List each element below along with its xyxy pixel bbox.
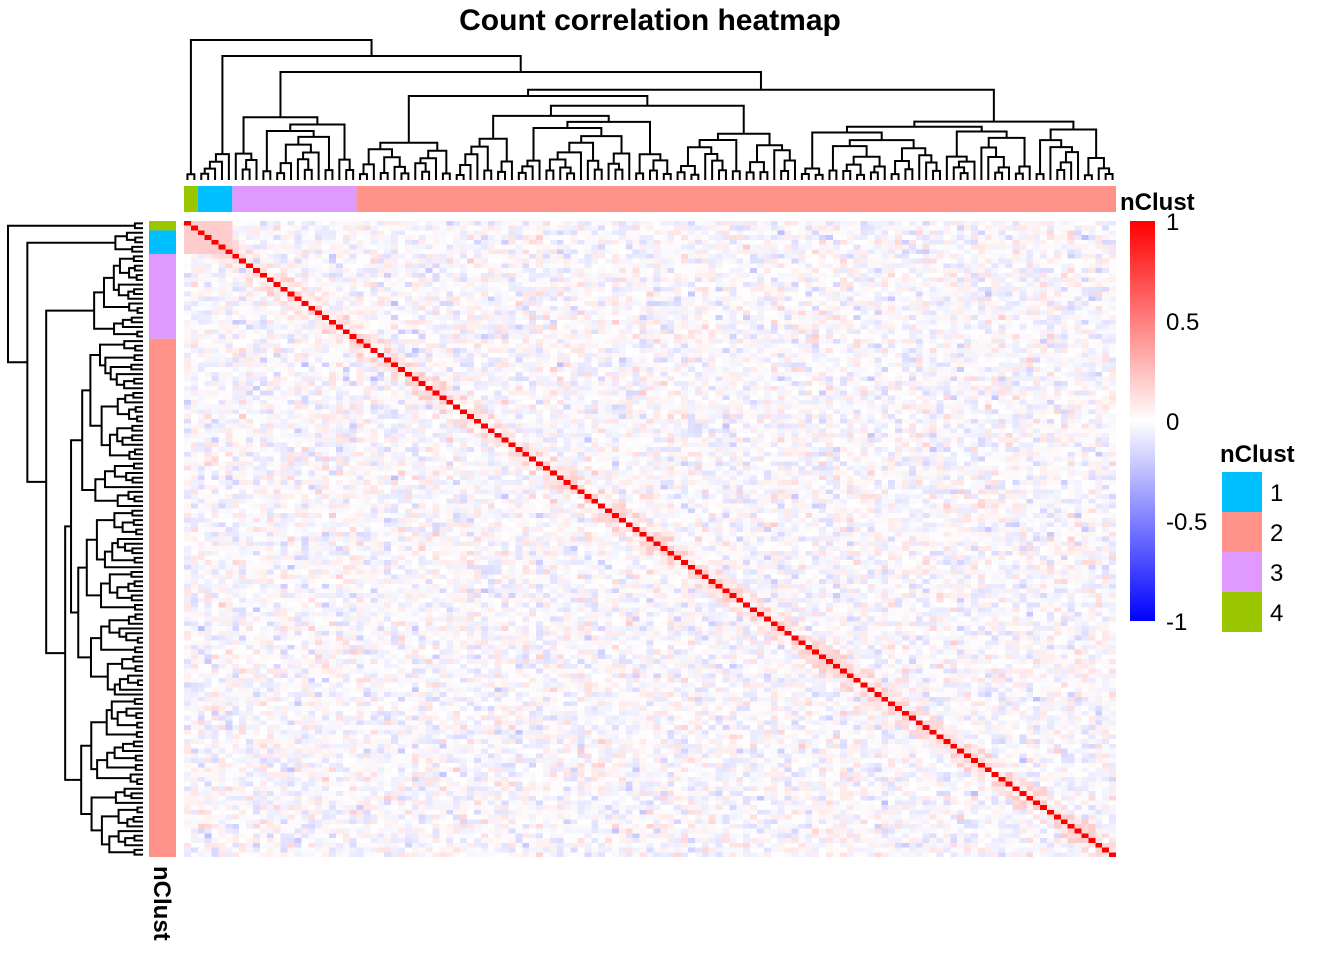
heatmap-cells [184, 221, 1116, 857]
cluster-legend-swatch-2 [1222, 512, 1262, 552]
color-scale-tick-label: -1 [1166, 609, 1187, 636]
color-scale-tick-label: 0.5 [1166, 309, 1199, 336]
row-annotation-label: nClust [148, 866, 175, 941]
color-scale-tick-label: 1 [1166, 209, 1179, 236]
column-dendrogram-branches [186, 39, 1114, 180]
column-annotation-segment-1 [197, 186, 233, 212]
heatmap-body [184, 221, 1116, 857]
row-dendrogram-branches [7, 222, 143, 856]
cluster-legend-swatch-1 [1222, 472, 1262, 512]
column-annotation-label: nClust [1120, 189, 1195, 216]
column-annotation-segment-2 [356, 186, 1116, 212]
cluster-legend-title: nClust [1220, 441, 1295, 468]
column-annotation-segment-3 [232, 186, 357, 212]
color-scale-legend: 1 0.5 0 -0.5 -1 [1130, 209, 1207, 636]
chart-title: Count correlation heatmap [459, 4, 841, 37]
cluster-legend-swatch-4 [1222, 592, 1262, 632]
row-dendrogram [7, 222, 143, 856]
cluster-legend-label-2: 2 [1270, 520, 1283, 547]
cluster-legend-label-4: 4 [1270, 600, 1283, 627]
row-annotation-bar [149, 221, 176, 857]
column-dendrogram [186, 39, 1114, 180]
color-scale-tick-label: 0 [1166, 409, 1179, 436]
cluster-legend-swatch-3 [1222, 552, 1262, 592]
cluster-legend-label-3: 3 [1270, 560, 1283, 587]
color-scale-bar [1130, 221, 1155, 621]
row-annotation-segment-2 [149, 338, 176, 857]
cluster-legend: nClust 1 2 3 4 [1220, 441, 1295, 632]
column-annotation-segment-4 [184, 186, 198, 212]
column-annotation-bar [184, 186, 1116, 212]
cluster-legend-label-1: 1 [1270, 480, 1283, 507]
color-scale-tick-label: -0.5 [1166, 509, 1207, 536]
row-annotation-segment-3 [149, 253, 176, 339]
row-annotation-segment-1 [149, 230, 176, 254]
row-annotation-segment-4 [149, 221, 176, 231]
